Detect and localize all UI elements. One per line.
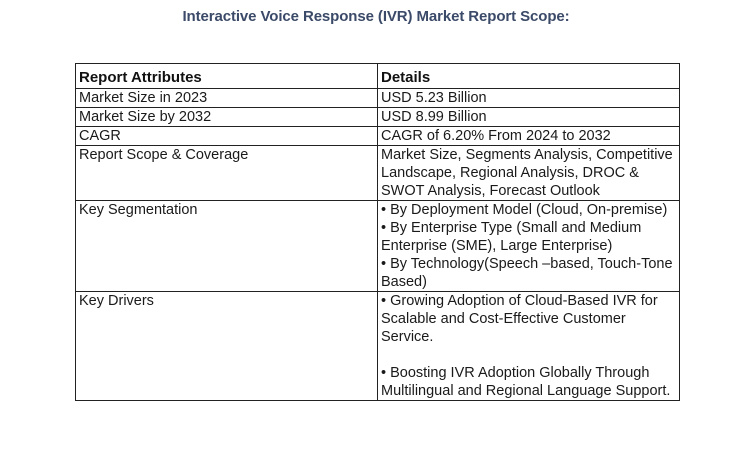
table-row: Key Drivers • Growing Adoption of Cloud-… (75, 291, 680, 401)
details-cell: • By Deployment Model (Cloud, On-premise… (377, 200, 680, 292)
attribute-cell: Report Scope & Coverage (75, 145, 378, 201)
attribute-cell: CAGR (75, 126, 378, 146)
driver-item: • Boosting IVR Adoption Globally Through… (381, 365, 671, 399)
details-cell: Market Size, Segments Analysis, Competit… (377, 145, 680, 201)
driver-item: • Growing Adoption of Cloud-Based IVR fo… (381, 293, 658, 345)
attribute-cell: Key Drivers (75, 291, 378, 401)
details-text: USD 5.23 Billion (381, 90, 487, 106)
report-scope-table: Report Attributes Details Market Size in… (75, 63, 680, 401)
table-header-row: Report Attributes Details (75, 63, 680, 89)
details-text: Market Size, Segments Analysis, Competit… (381, 147, 673, 199)
attribute-cell: Market Size by 2032 (75, 107, 378, 127)
details-text: CAGR of 6.20% From 2024 to 2032 (381, 128, 611, 144)
segmentation-item: • By Deployment Model (Cloud, On-premise… (381, 202, 668, 218)
segmentation-item: • By Technology(Speech –based, Touch-Ton… (381, 256, 673, 290)
table-row: Market Size in 2023 USD 5.23 Billion (75, 88, 680, 108)
segmentation-item: • By Enterprise Type (Small and Medium E… (381, 220, 642, 254)
attribute-cell: Key Segmentation (75, 200, 378, 292)
details-cell: USD 8.99 Billion (377, 107, 680, 127)
column-header-details: Details (377, 63, 680, 89)
table-row: Market Size by 2032 USD 8.99 Billion (75, 107, 680, 127)
table-row: Report Scope & Coverage Market Size, Seg… (75, 145, 680, 201)
table-row: Key Segmentation • By Deployment Model (… (75, 200, 680, 292)
details-cell: CAGR of 6.20% From 2024 to 2032 (377, 126, 680, 146)
details-text: USD 8.99 Billion (381, 109, 487, 125)
table-row: CAGR CAGR of 6.20% From 2024 to 2032 (75, 126, 680, 146)
details-cell: USD 5.23 Billion (377, 88, 680, 108)
report-scope-title: Interactive Voice Response (IVR) Market … (182, 8, 570, 25)
attribute-cell: Market Size in 2023 (75, 88, 378, 108)
paragraph-spacer (381, 346, 677, 364)
details-cell: • Growing Adoption of Cloud-Based IVR fo… (377, 291, 680, 401)
column-header-attributes: Report Attributes (75, 63, 378, 89)
